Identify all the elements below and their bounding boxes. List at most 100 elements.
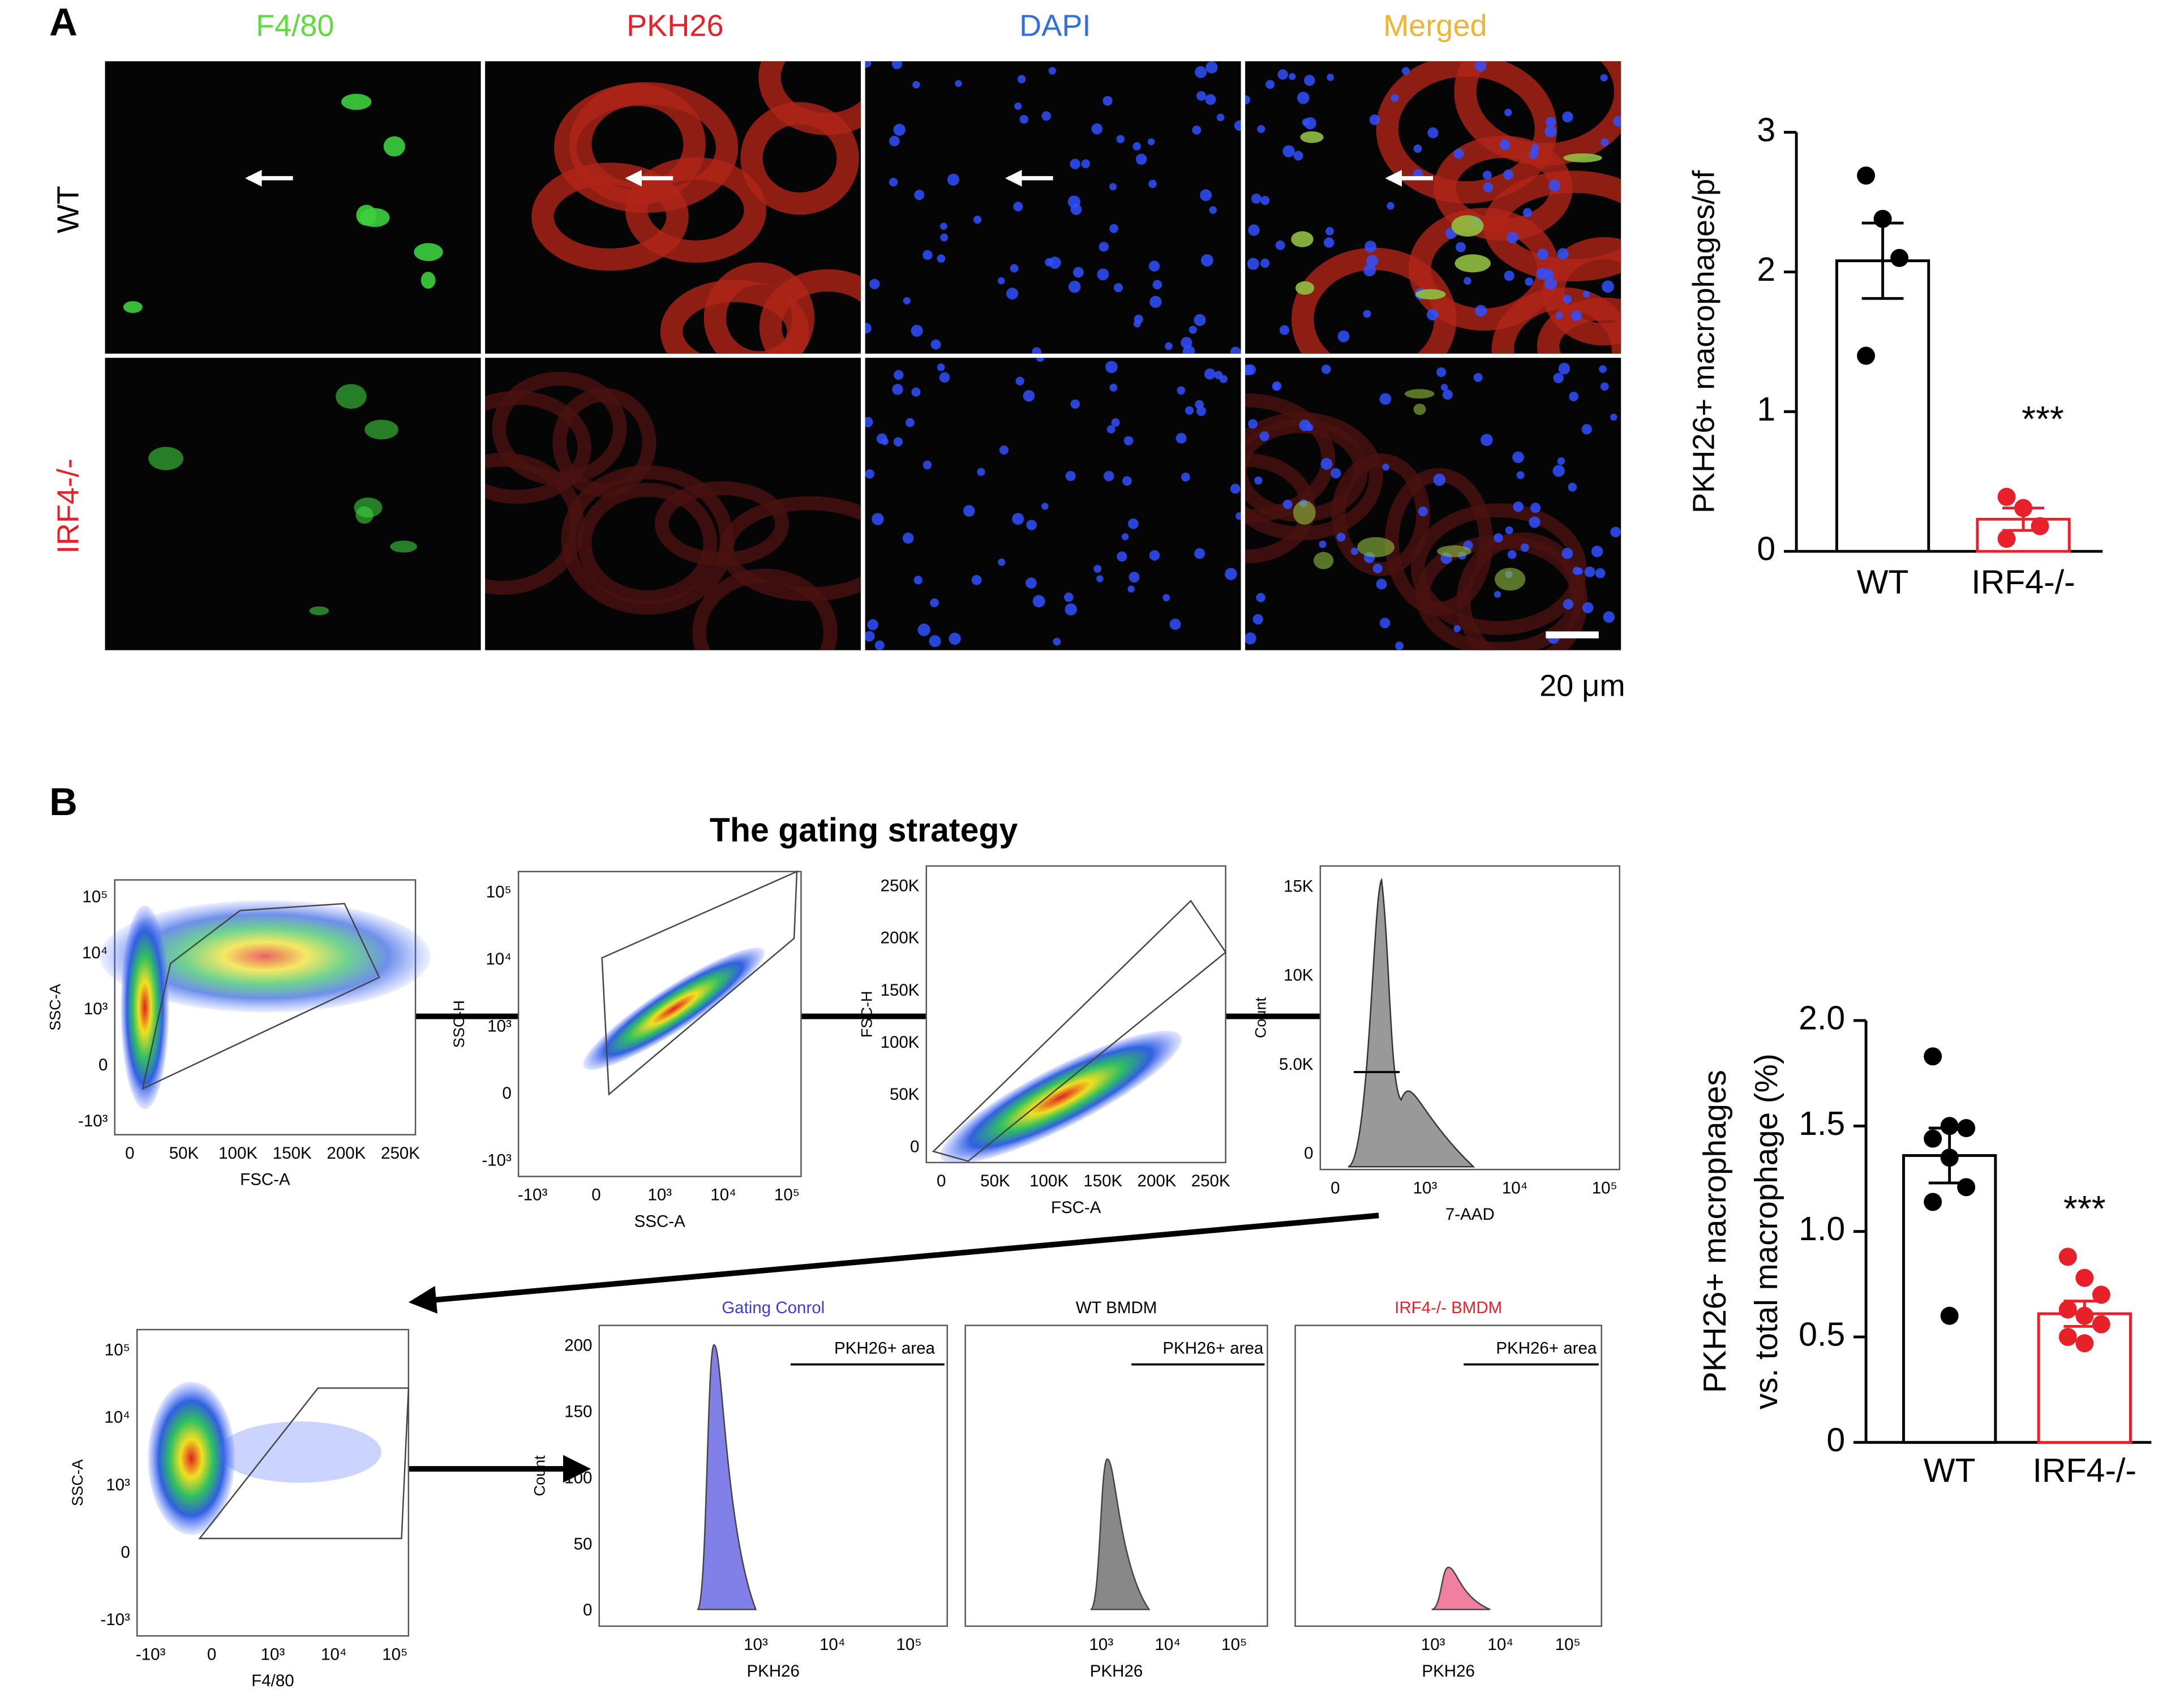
nucleus bbox=[1247, 258, 1259, 270]
data-point bbox=[1957, 1119, 1976, 1138]
nucleus bbox=[1188, 325, 1197, 334]
macrophage bbox=[1563, 153, 1602, 162]
nucleus bbox=[1257, 125, 1265, 134]
nucleus bbox=[1070, 399, 1080, 409]
nucleus bbox=[1109, 224, 1118, 233]
nucleus bbox=[913, 576, 922, 585]
nucleus bbox=[1148, 260, 1160, 272]
x-tick-label: 100K bbox=[1029, 1172, 1069, 1190]
x-tick-label: 0 bbox=[937, 1172, 946, 1190]
macrophage bbox=[123, 301, 143, 313]
nucleus bbox=[1453, 625, 1461, 632]
nucleus bbox=[894, 370, 904, 380]
data-point bbox=[1940, 1117, 1959, 1135]
nucleus bbox=[1427, 127, 1439, 139]
micrograph-content bbox=[531, 61, 861, 354]
flow-plot: -10³ 0 10³ 10⁴ 10⁵ F4/80 -10³ 0 10³ 10⁴ 10⁵ SSC-A bbox=[69, 1328, 410, 1690]
micrograph bbox=[485, 61, 861, 354]
nucleus bbox=[1105, 361, 1118, 374]
nucleus bbox=[1426, 308, 1439, 321]
nucleus bbox=[999, 445, 1009, 455]
nucleus bbox=[1456, 242, 1466, 252]
micrograph bbox=[1245, 61, 1621, 354]
nucleus bbox=[1252, 614, 1263, 625]
nucleus bbox=[1181, 337, 1192, 349]
nucleus bbox=[1147, 138, 1155, 145]
nucleus bbox=[1010, 264, 1019, 273]
nucleus bbox=[1350, 547, 1358, 555]
nucleus bbox=[929, 635, 941, 648]
nucleus bbox=[1544, 125, 1557, 138]
y-tick-label: -10³ bbox=[100, 1610, 130, 1629]
nucleus bbox=[867, 619, 878, 631]
data-point bbox=[2058, 1327, 2077, 1346]
nucleus bbox=[1603, 611, 1615, 623]
nucleus bbox=[1379, 393, 1392, 405]
nucleus bbox=[1230, 483, 1241, 494]
nucleus bbox=[1299, 419, 1311, 431]
nucleus bbox=[1336, 533, 1346, 542]
y-tick-label: 10⁵ bbox=[486, 882, 512, 901]
macrophage bbox=[1300, 131, 1324, 143]
nucleus bbox=[1185, 406, 1194, 415]
nucleus bbox=[1548, 179, 1561, 192]
row-label: IRF4-/- bbox=[51, 458, 85, 554]
bar bbox=[1835, 259, 1930, 553]
y-tick-label: 10⁵ bbox=[105, 1341, 130, 1360]
y-axis-label: vs. total macrophage (%) bbox=[1748, 1053, 1784, 1409]
nucleus bbox=[1413, 144, 1422, 153]
x-tick-label: 10⁵ bbox=[382, 1645, 407, 1664]
data-point bbox=[2075, 1334, 2094, 1353]
nucleus bbox=[1201, 254, 1213, 267]
macrophage bbox=[309, 606, 329, 615]
flow-plot: PKH26+ area IRF4-/- BMDM 10³ 10⁴ 10⁵ PKH26 bbox=[1294, 1298, 1602, 1681]
macrophage bbox=[383, 136, 405, 157]
nucleus bbox=[1600, 74, 1608, 82]
x-axis-label: PKH26 bbox=[1090, 1662, 1143, 1681]
nucleus bbox=[1395, 641, 1404, 650]
macrophage bbox=[421, 272, 436, 289]
nucleus bbox=[1204, 368, 1216, 380]
x-tick-label: 150K bbox=[1083, 1172, 1122, 1190]
plot-title: Gating Conrol bbox=[722, 1298, 825, 1317]
x-tick-label: 10⁴ bbox=[1487, 1635, 1513, 1654]
nucleus bbox=[1277, 69, 1288, 80]
nucleus bbox=[1152, 280, 1162, 290]
nucleus bbox=[865, 631, 875, 642]
flow-plot: 0 10³ 10⁴ 10⁵ 7-AAD 0 5.0K 10K 15K Count bbox=[1252, 865, 1620, 1224]
nucleus bbox=[865, 61, 872, 68]
nucleus bbox=[1149, 295, 1162, 308]
nucleus bbox=[865, 323, 872, 334]
nucleus bbox=[1568, 482, 1577, 492]
y-tick-label: 10³ bbox=[487, 1017, 512, 1035]
nucleus bbox=[1293, 151, 1303, 161]
nucleus bbox=[1544, 277, 1557, 290]
micrograph-content bbox=[148, 384, 417, 615]
nucleus bbox=[1109, 183, 1117, 191]
nucleus bbox=[1282, 145, 1295, 157]
nucleus bbox=[1494, 533, 1503, 543]
y-tick-label: 2.0 bbox=[1799, 1000, 1845, 1037]
nucleus bbox=[1113, 283, 1123, 293]
x-tick-label: 10³ bbox=[1089, 1635, 1114, 1654]
nucleus bbox=[911, 387, 921, 397]
nucleus bbox=[1610, 413, 1617, 421]
y-tick-label: 100 bbox=[564, 1468, 592, 1487]
macrophage bbox=[364, 419, 398, 440]
nucleus bbox=[1123, 436, 1134, 445]
y-tick-label: 10⁵ bbox=[82, 888, 108, 906]
nucleus bbox=[1376, 578, 1387, 590]
nucleus bbox=[977, 468, 985, 476]
nucleus bbox=[1260, 196, 1270, 205]
flow-plot: PKH26+ area Gating Conrol 10³ 10⁴ 10⁵ PKH26 0 5… bbox=[531, 1298, 948, 1681]
x-tick-label: 10³ bbox=[1421, 1635, 1445, 1654]
nucleus bbox=[1483, 182, 1494, 192]
density bbox=[218, 1421, 381, 1483]
y-tick-label: 200 bbox=[564, 1336, 592, 1355]
nucleus bbox=[1436, 367, 1447, 377]
nucleus bbox=[1149, 550, 1160, 561]
nucleus bbox=[1531, 144, 1539, 153]
x-tick-label: 50K bbox=[169, 1144, 199, 1163]
nucleus bbox=[1512, 451, 1524, 464]
macrophage bbox=[414, 243, 443, 262]
